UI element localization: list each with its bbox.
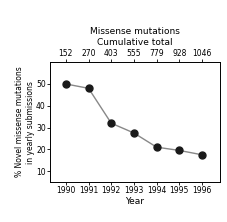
Point bbox=[109, 121, 113, 125]
Point bbox=[87, 87, 90, 90]
Point bbox=[64, 82, 68, 86]
Point bbox=[155, 145, 158, 149]
Point bbox=[200, 153, 204, 157]
Point bbox=[178, 149, 181, 152]
Point bbox=[132, 131, 136, 135]
Title: Missense mutations
Cumulative total: Missense mutations Cumulative total bbox=[90, 27, 180, 47]
X-axis label: Year: Year bbox=[126, 197, 145, 206]
Y-axis label: % Novel missense mutations
in yearly submissions: % Novel missense mutations in yearly sub… bbox=[15, 67, 35, 177]
